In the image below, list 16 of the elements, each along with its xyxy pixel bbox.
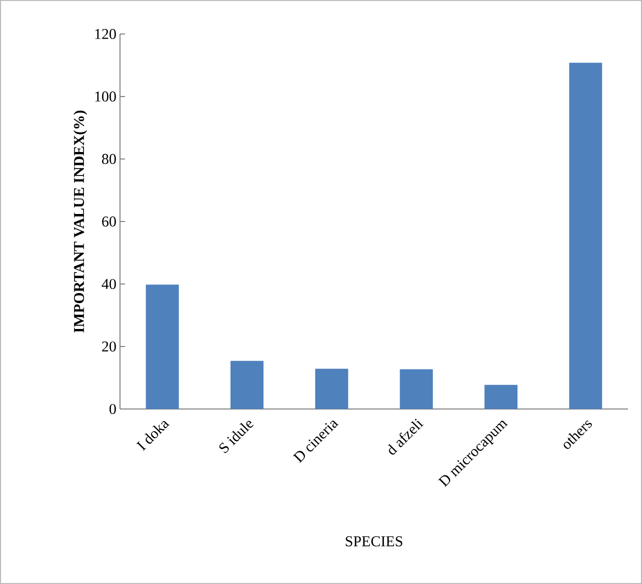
bar xyxy=(146,284,179,409)
x-tick-label: I doka xyxy=(136,420,170,451)
y-axis-title: IMPORTANT VALUE INDEX(%) xyxy=(74,110,88,333)
bar xyxy=(315,368,348,409)
y-tick-label: 0 xyxy=(110,404,116,414)
y-tick-label: 60 xyxy=(102,216,116,227)
y-tick-label: 120 xyxy=(95,28,116,40)
x-axis-title: SPECIES xyxy=(346,536,402,546)
y-tick-label: 40 xyxy=(102,278,116,290)
y-tick-label: 80 xyxy=(102,154,116,164)
bar xyxy=(569,62,602,409)
bar xyxy=(400,369,433,409)
bar xyxy=(484,384,518,409)
y-tick-label: 100 xyxy=(95,91,116,102)
bar xyxy=(230,360,264,409)
y-tick-label: 20 xyxy=(102,341,116,352)
